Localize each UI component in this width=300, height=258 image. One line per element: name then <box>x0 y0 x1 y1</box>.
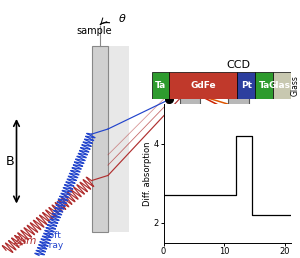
Polygon shape <box>108 46 129 232</box>
Text: θ: θ <box>119 14 126 24</box>
Bar <box>255 72 273 99</box>
Text: grating: grating <box>173 116 206 125</box>
Text: Glass: Glass <box>268 81 296 90</box>
Text: 2μm: 2μm <box>14 236 37 246</box>
Text: GdFe: GdFe <box>190 81 216 90</box>
Bar <box>237 72 255 99</box>
Text: B: B <box>5 155 14 168</box>
Text: Ta: Ta <box>259 81 270 90</box>
Text: sample: sample <box>76 26 112 36</box>
Polygon shape <box>92 46 108 232</box>
Text: Glass: Glass <box>291 75 300 96</box>
FancyBboxPatch shape <box>228 77 249 114</box>
Y-axis label: Diff. absorption: Diff. absorption <box>143 141 152 206</box>
Text: Ta: Ta <box>155 81 166 90</box>
Text: CCD: CCD <box>226 60 250 70</box>
FancyBboxPatch shape <box>180 83 200 108</box>
Bar <box>152 72 169 99</box>
Text: Pt: Pt <box>241 81 252 90</box>
Bar <box>273 72 291 99</box>
Text: soft
x-ray: soft x-ray <box>41 231 64 250</box>
Bar <box>169 72 237 99</box>
